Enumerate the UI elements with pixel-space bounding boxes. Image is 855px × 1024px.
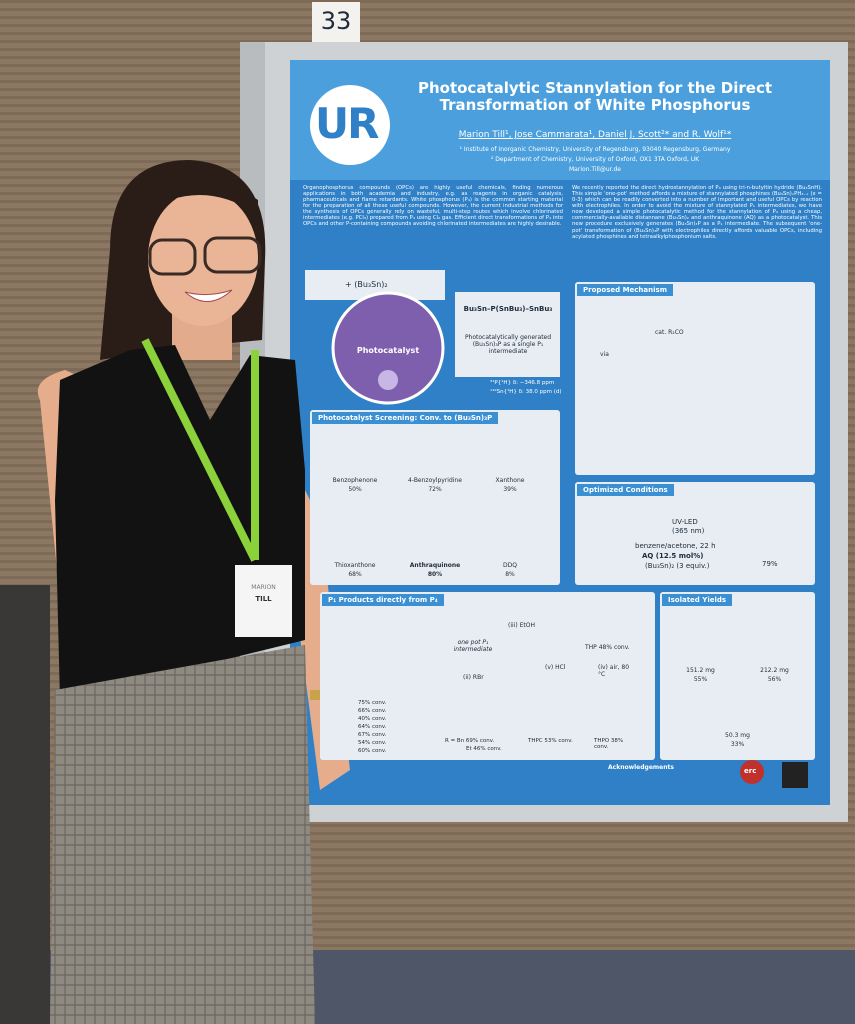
acyl-conv: 60% conv.	[358, 748, 387, 754]
logo-circle	[310, 85, 390, 165]
face	[148, 190, 258, 326]
mass: 151.2 mg	[686, 667, 715, 674]
catalyst-name: Thioxanthone	[334, 562, 376, 569]
condition: UV-LED	[672, 518, 698, 526]
condition: AQ (12.5 mol%)	[642, 552, 704, 560]
glasses	[148, 238, 197, 276]
catalyst-name: Benzophenone	[332, 477, 378, 484]
smile	[184, 289, 233, 302]
email: Marion.Till@ur.de	[569, 166, 621, 173]
section-title: Optimized Conditions	[577, 484, 674, 496]
intro-text: We recently reported the direct hydrosta…	[572, 185, 822, 240]
erc-logo	[740, 760, 764, 784]
products-panel	[320, 592, 655, 760]
board-number: 33	[320, 7, 352, 35]
product: Et 46% conv.	[466, 746, 502, 752]
trousers	[50, 645, 315, 1024]
glasses	[203, 236, 262, 274]
yield: 33%	[730, 741, 745, 748]
conditions-panel	[575, 482, 815, 585]
nmr: ¹¹⁹Sn{¹H} δ: 38.0 ppm (d)	[490, 389, 562, 395]
section-title: Proposed Mechanism	[577, 284, 673, 296]
product: R = Bn 69% conv.	[445, 738, 495, 744]
yield: 55%	[693, 676, 708, 683]
photocatalyst-label: Photocatalyst	[356, 346, 420, 355]
badge-last-name: TILL	[255, 595, 272, 603]
yields-panel	[660, 592, 815, 760]
section-title: Photocatalyst Screening: Conv. to (Bu₃Sn…	[312, 412, 499, 424]
mass: 212.2 mg	[760, 667, 789, 674]
acyl-conv: 67% conv.	[358, 732, 387, 738]
section-title: Isolated Yields	[662, 594, 733, 606]
logo: UR	[315, 99, 379, 148]
catalyst-name: Anthraquinone	[409, 562, 461, 569]
mechanism-panel	[575, 282, 815, 475]
mechanism-via: via	[600, 351, 609, 358]
condition: (365 nm)	[672, 527, 705, 535]
qr-code	[782, 762, 808, 788]
acknowledgements: Acknowledgements	[608, 764, 674, 771]
step: (ii) RBr	[463, 674, 484, 681]
photocatalyst-circle	[331, 291, 445, 405]
watch	[310, 690, 324, 700]
intermediate: one pot P₁ intermediate	[453, 639, 493, 653]
product: THPC 53% conv.	[528, 738, 573, 744]
lanyard	[141, 338, 259, 562]
acyl-conv: 66% conv.	[358, 708, 387, 714]
yield: 56%	[767, 676, 782, 683]
product: THPO 38% conv.	[594, 738, 624, 751]
section-title: P₁ Products directly from P₄	[322, 594, 444, 606]
shirt	[55, 345, 305, 700]
badge-first-name: MARION	[251, 584, 276, 591]
mass: 50.3 mg	[725, 732, 750, 739]
acyl-conv: 64% conv.	[358, 724, 387, 730]
fringe	[140, 180, 258, 215]
screening-panel	[310, 410, 560, 585]
yield: 79%	[762, 560, 778, 568]
catalyst-conv: 80%	[427, 571, 443, 578]
acyl-conv: 40% conv.	[358, 716, 387, 722]
product-box	[455, 292, 560, 377]
acyl-conv: 54% conv.	[358, 740, 387, 746]
mechanism-catalyst: cat. R₂CO	[655, 329, 684, 336]
catalyst-conv: 50%	[348, 486, 362, 493]
condition: benzene/acetone, 22 h	[635, 542, 716, 550]
step: (iii) EtOH	[508, 622, 535, 629]
authors: Marion Till¹, Jose Cammarata¹, Daniel J.…	[458, 130, 732, 140]
catalyst-conv: 72%	[428, 486, 442, 493]
catalyst-conv: 68%	[348, 571, 362, 578]
nmr: ³¹P{¹H} δ: −346.8 ppm	[490, 380, 555, 386]
badge	[235, 565, 292, 637]
catalyst-conv: 39%	[503, 486, 517, 493]
affiliation: ² Department of Chemistry, University of…	[490, 156, 700, 163]
bulb-icon	[378, 370, 398, 390]
catalyst-conv: 8%	[505, 571, 515, 578]
board-number-card	[312, 2, 360, 42]
condition: (Bu₃Sn)₂ (3 equiv.)	[645, 562, 710, 570]
poster-title: Photocatalytic Stannylation for the Dire…	[417, 79, 773, 115]
acyl-conv: 75% conv.	[358, 700, 387, 706]
reagent: + (Bu₃Sn)₂	[345, 280, 388, 289]
step: (v) HCl	[545, 664, 566, 671]
chair	[0, 585, 50, 1024]
catalyst-name: 4-Benzoylpyridine	[408, 477, 462, 484]
affiliation: ¹ Institute of Inorganic Chemistry, Univ…	[459, 146, 731, 153]
catalyst-name: Xanthone	[495, 477, 525, 484]
product: THP 48% conv.	[585, 644, 630, 651]
product-note: Photocatalytically generated (Bu₃Sn)₃P a…	[464, 334, 552, 355]
product-formula: Bu₃Sn–P(SnBu₃)–SnBu₃	[463, 305, 553, 313]
intro-text: Organophosphorus compounds (OPCs) are hi…	[303, 185, 563, 228]
step: (iv) air, 80 °C	[598, 664, 630, 678]
erc-label: erc	[744, 767, 757, 775]
catalyst-name: DDQ	[503, 562, 517, 569]
